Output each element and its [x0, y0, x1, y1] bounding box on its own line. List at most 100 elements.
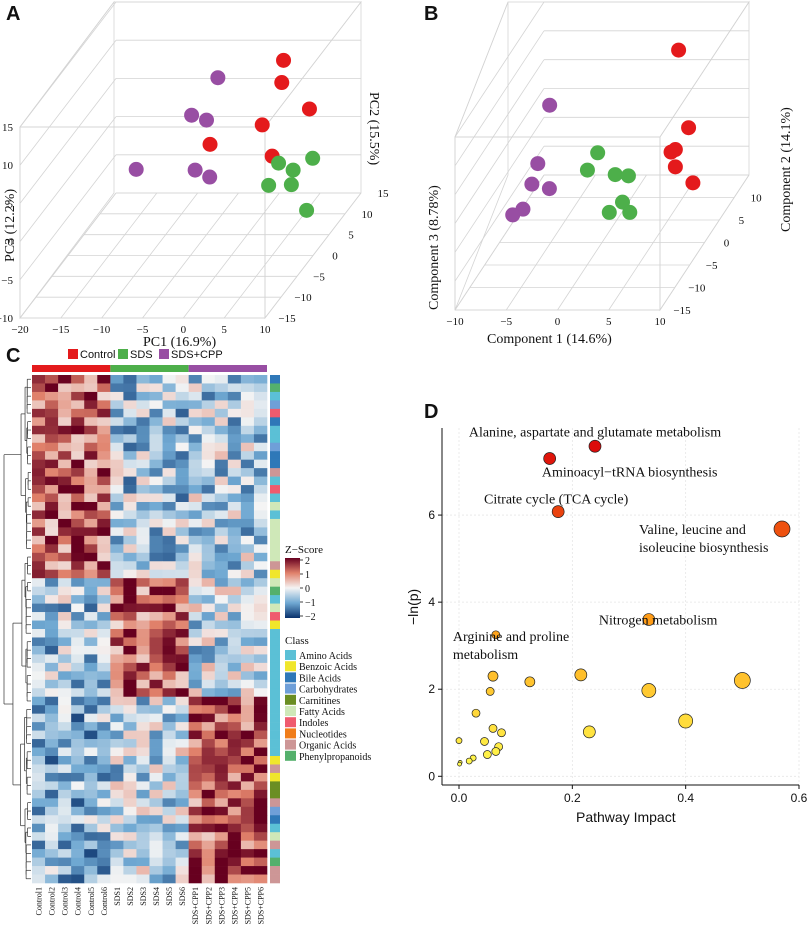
heatmap-cell — [45, 586, 59, 596]
heatmap-cell — [110, 578, 124, 587]
heatmap-cell — [97, 815, 111, 825]
heatmap-cell — [45, 832, 59, 841]
heatmap-cell — [97, 535, 111, 545]
heatmap-cell — [227, 849, 242, 858]
heatmap-cell — [110, 595, 124, 604]
heatmap-cell — [175, 629, 189, 638]
heatmap-cell — [162, 383, 176, 393]
heatmap-cell — [162, 485, 176, 494]
heatmap-cell — [253, 391, 268, 401]
heatmap-cell — [227, 722, 242, 731]
heatmap-cell — [175, 832, 189, 841]
heatmap-cell — [188, 629, 203, 638]
class-legend-label: Phenylpropanoids — [299, 752, 371, 763]
heatmap-cell — [32, 612, 46, 621]
heatmap-cell — [110, 375, 124, 384]
heatmap-cell — [84, 603, 98, 613]
heatmap-cell — [123, 476, 137, 486]
heatmap-cell — [240, 451, 255, 460]
heatmap-cell — [110, 586, 124, 596]
heatmap-cell — [136, 713, 150, 723]
heatmap-cell — [84, 747, 98, 757]
heatmap-cell — [214, 586, 229, 596]
heatmap-cell — [188, 603, 203, 613]
class-bar-cell — [270, 671, 280, 681]
heatmap-cell — [162, 620, 176, 630]
heatmap-cell — [188, 578, 203, 587]
heatmap-cell — [149, 400, 163, 410]
heatmap-cell — [227, 417, 242, 427]
class-bar-cell — [270, 391, 280, 401]
heatmap-cell — [136, 823, 150, 833]
heatmap-column-label: Control3 — [61, 887, 70, 915]
heatmap-cell — [123, 408, 137, 418]
class-legend-swatch — [285, 672, 296, 683]
heatmap-cell — [149, 832, 163, 841]
heatmap-cell — [240, 730, 255, 740]
heatmap-cell — [58, 662, 72, 672]
heatmap-cell — [175, 705, 189, 714]
heatmap-cell — [136, 722, 150, 731]
heatmap-cell — [175, 383, 189, 393]
heatmap-cell — [71, 544, 85, 554]
heatmap-cell — [123, 823, 137, 833]
zscore-colorbar — [285, 558, 300, 618]
heatmap-cell — [136, 815, 150, 825]
heatmap-cell — [149, 391, 163, 401]
heatmap-cell — [58, 510, 72, 520]
heatmap-cell — [97, 561, 111, 571]
heatmap-cell — [58, 823, 72, 833]
heatmap-cell — [162, 408, 176, 418]
heatmap-cell — [188, 552, 203, 562]
heatmap-cell — [58, 375, 72, 384]
heatmap-cell — [175, 468, 189, 477]
heatmap-cell — [201, 527, 216, 537]
pca-a-x-tick: 10 — [260, 324, 272, 336]
heatmap-cell — [84, 705, 98, 714]
heatmap-cell — [201, 595, 216, 604]
pathway-point — [465, 757, 473, 765]
class-bar-cell — [270, 832, 280, 841]
pathway-annotation: Aminoacyl−tRNA biosynthesis — [542, 465, 718, 480]
heatmap-cell — [162, 781, 176, 791]
class-bar-cell — [270, 620, 280, 630]
heatmap-cell — [123, 645, 137, 655]
class-bar-cell — [270, 789, 280, 799]
heatmap-cell — [149, 569, 163, 579]
heatmap-cell — [97, 654, 111, 664]
pls-b-point — [590, 145, 606, 161]
heatmap-cell — [188, 874, 203, 884]
heatmap-cell — [214, 612, 229, 621]
heatmap-cell — [58, 561, 72, 571]
pls-b-y-tick: −10 — [688, 283, 706, 295]
heatmap-cell — [84, 375, 98, 384]
heatmap-cell — [58, 772, 72, 782]
heatmap-cell — [84, 518, 98, 528]
heatmap-cell — [45, 459, 59, 469]
class-legend-label: Carnitines — [299, 696, 340, 707]
class-legend-label: Carbohydrates — [299, 685, 357, 696]
heatmap-cell — [188, 476, 203, 486]
heatmap-cell — [240, 518, 255, 528]
heatmap-cell — [136, 578, 150, 587]
heatmap-cell — [84, 400, 98, 410]
heatmap-cell — [214, 459, 229, 469]
panel-d-pathway: 0.0 0.2 0.4 0.6 0 2 4 6 Pathway Impact −ln(p) A… — [405, 425, 808, 825]
heatmap-cell — [201, 502, 216, 511]
pathway-point — [574, 668, 588, 682]
pca-a-point — [283, 177, 299, 193]
heatmap-cell — [149, 476, 163, 486]
class-bar-cell — [270, 510, 280, 520]
zscore-tick: −2 — [305, 612, 316, 623]
heatmap-cell — [162, 637, 176, 647]
heatmap-cell — [162, 789, 176, 799]
heatmap-cell — [188, 493, 203, 503]
heatmap-cell — [175, 637, 189, 647]
heatmap-cell — [162, 705, 176, 714]
heatmap-cell — [201, 375, 216, 384]
heatmap-cell — [110, 849, 124, 858]
heatmap-cell — [97, 713, 111, 723]
heatmap-cell — [188, 637, 203, 647]
pathway-point — [485, 687, 495, 696]
heatmap-cell — [227, 688, 242, 698]
